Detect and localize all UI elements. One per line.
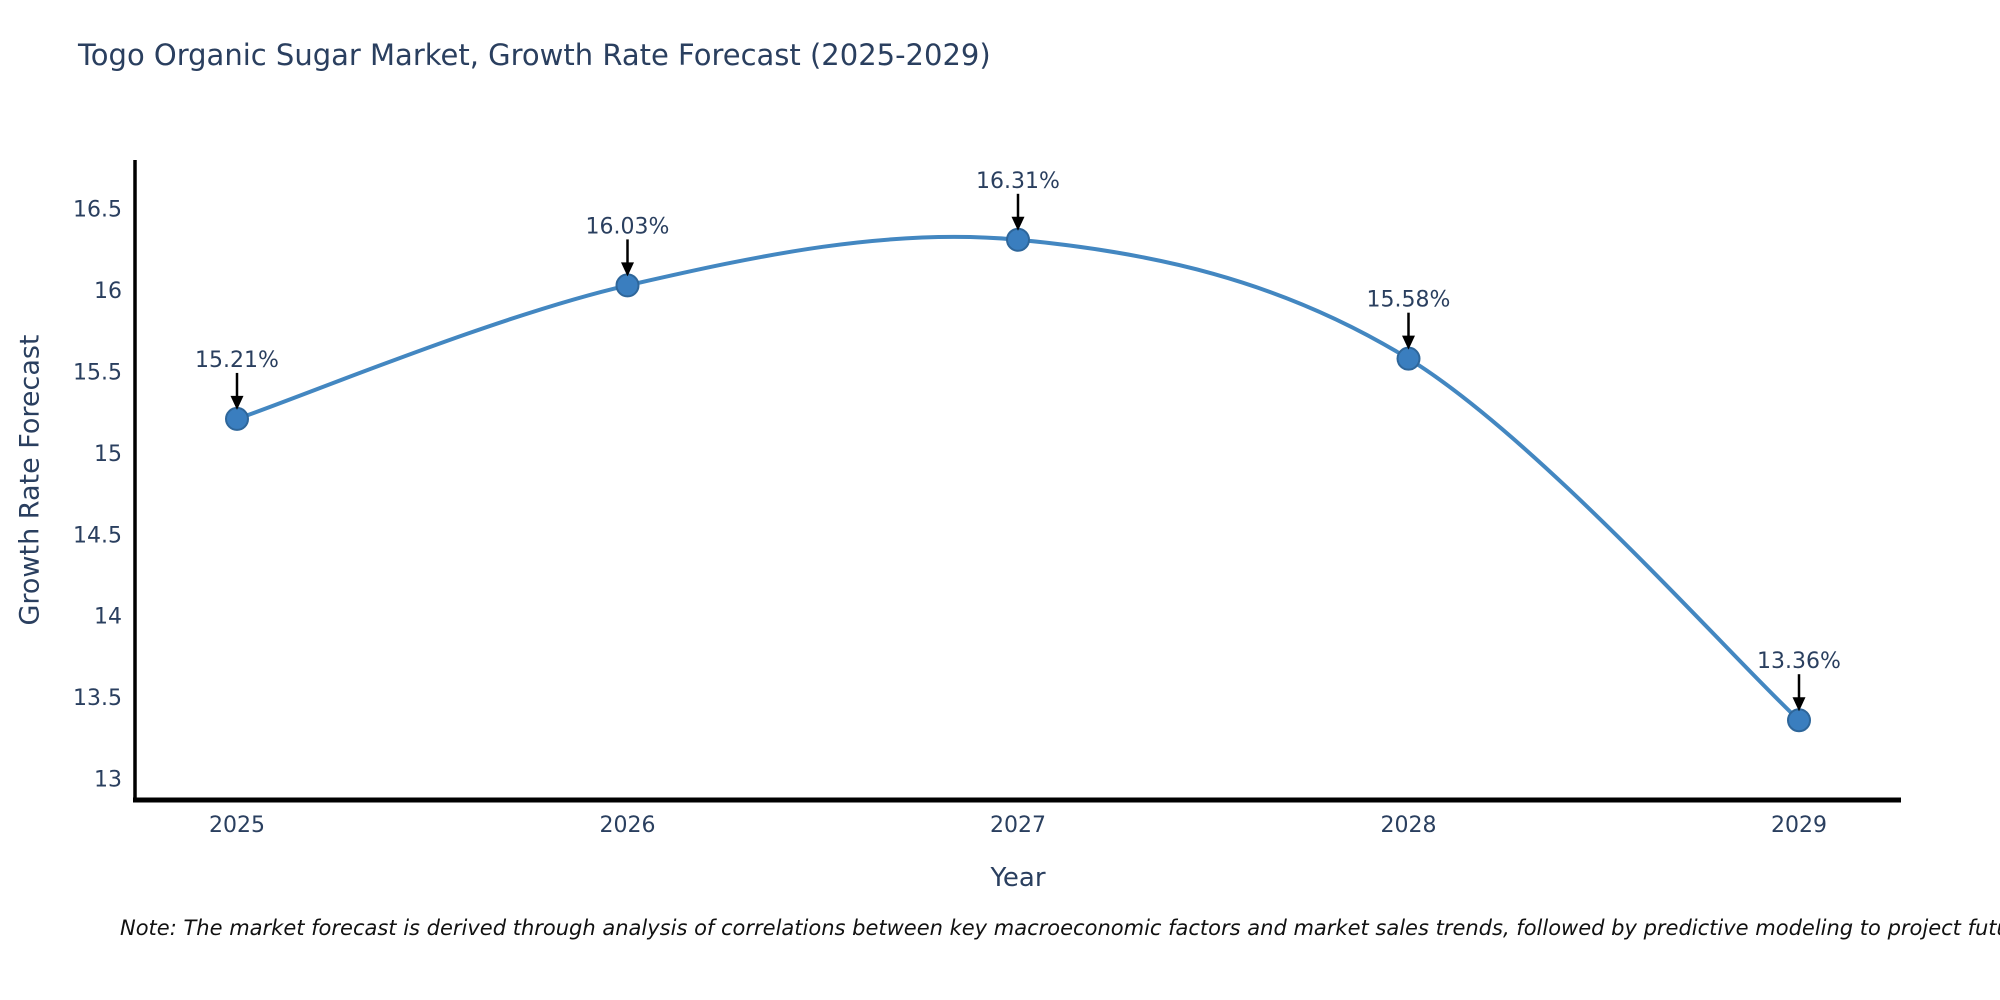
annotation-label: 16.31% — [976, 169, 1060, 194]
annotation-arrow-head — [230, 395, 244, 410]
data-point-2025[interactable] — [225, 406, 249, 431]
annotation-label: 16.03% — [586, 214, 670, 239]
chart-title: Togo Organic Sugar Market, Growth Rate F… — [78, 38, 991, 72]
y-tick-label: 13 — [94, 768, 122, 793]
annotation-arrow-head — [1011, 216, 1025, 231]
data-point-2026[interactable] — [615, 273, 640, 298]
x-tick-label: 2028 — [1381, 813, 1437, 838]
y-tick-label: 15.5 — [73, 360, 122, 385]
x-tick-label: 2027 — [990, 813, 1046, 838]
y-tick-label: 14 — [94, 605, 122, 630]
y-axis-title: Growth Rate Forecast — [14, 334, 46, 626]
y-tick-label: 16.5 — [73, 198, 122, 223]
x-axis-title: Year — [990, 863, 1046, 893]
y-tick-label: 13.5 — [73, 686, 122, 711]
x-tick-label: 2025 — [209, 813, 265, 838]
data-point-2028[interactable] — [1396, 346, 1421, 371]
annotation-label: 13.36% — [1757, 649, 1841, 674]
annotation-arrow-head — [621, 262, 634, 277]
y-tick-label: 15 — [94, 442, 122, 467]
annotation-label: 15.58% — [1367, 288, 1451, 313]
y-tick-label: 16 — [94, 279, 122, 304]
annotation-arrow-head — [1792, 697, 1806, 712]
data-point-2029[interactable] — [1787, 708, 1811, 733]
data-point-2027[interactable] — [1006, 227, 1030, 252]
annotation-arrow-head — [1402, 335, 1415, 350]
x-tick-label: 2029 — [1771, 813, 1827, 838]
y-tick-label: 14.5 — [73, 523, 122, 548]
footnote: Note: The market forecast is derived thr… — [120, 916, 2000, 940]
x-tick-label: 2026 — [600, 813, 656, 838]
forecast-line — [235, 234, 1801, 723]
annotation-label: 15.21% — [195, 348, 279, 373]
